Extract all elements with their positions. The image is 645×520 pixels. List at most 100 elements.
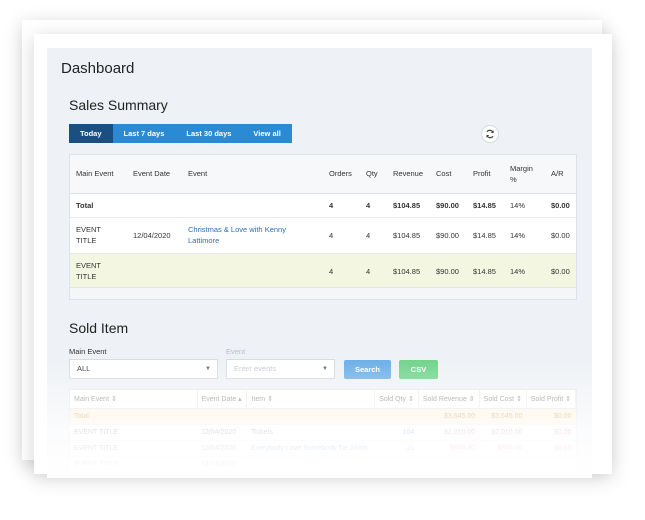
qty-cell — [374, 456, 419, 473]
qty-cell: 4 — [360, 217, 387, 254]
table-row: EVENT TITLE 12/04/2020 Christmas & Love … — [70, 217, 576, 254]
event-link[interactable]: Christmas & Love with Kenny Lattimore — [188, 225, 286, 245]
orders-cell: 4 — [323, 253, 360, 290]
col-cost[interactable]: Cost — [430, 155, 467, 194]
page-title: Dashboard — [61, 60, 135, 77]
event-date-cell: 12/04/2020 — [197, 424, 247, 441]
col-main-event[interactable]: Main Event ⇕ — [70, 390, 198, 409]
total-ar: $0.00 — [545, 193, 576, 218]
sort-icon: ⇕ — [515, 395, 522, 403]
qty-cell: 21 — [374, 440, 419, 457]
profit-cell: $0.00 — [526, 424, 576, 441]
main-event-cell: EVENT TITLE — [70, 424, 198, 441]
csv-button[interactable]: CSV — [399, 360, 438, 379]
sort-icon: ⇕ — [407, 395, 414, 403]
event-select[interactable]: Enter events ▼ — [226, 359, 335, 379]
item-cell — [246, 456, 375, 473]
main-event-cell: EVENT TITLE — [70, 217, 127, 254]
ar-cell: $0.00 — [545, 217, 576, 254]
sales-summary-table: Main Event Event Date Event Orders Qty R… — [69, 154, 577, 300]
col-sold-revenue[interactable]: Sold Revenue ⇕ — [418, 390, 480, 409]
cost-cell: $90.00 — [430, 253, 467, 290]
tab-last-7-days[interactable]: Last 7 days — [112, 124, 176, 143]
total-profit: $0.00 — [526, 408, 576, 425]
event-label: Event — [226, 347, 246, 356]
total-row: Total $3,645.00 $3,645.00 $0.00 — [70, 408, 576, 425]
tab-view-all[interactable]: View all — [242, 124, 292, 143]
total-label: Total — [70, 193, 127, 218]
col-ar[interactable]: A/R — [545, 155, 576, 194]
cost-cell: $90.00 — [430, 217, 467, 254]
total-cost: $90.00 — [430, 193, 467, 218]
profit-cell: $14.85 — [467, 253, 504, 290]
sort-icon: ⇕ — [565, 395, 571, 403]
item-cell: Tickets — [246, 424, 375, 441]
profit-cell — [526, 456, 576, 473]
event-date-cell: 12/04/2020 — [197, 440, 247, 457]
total-margin: 14% — [504, 193, 545, 218]
orders-cell: 4 — [323, 217, 360, 254]
qty-cell: 4 — [360, 253, 387, 290]
revenue-cell: $104.85 — [387, 217, 430, 254]
total-profit: $14.85 — [467, 193, 504, 218]
sort-icon: ⇕ — [468, 395, 475, 403]
caret-down-icon: ▼ — [205, 366, 211, 372]
tab-today[interactable]: Today — [69, 124, 113, 143]
ar-cell: $0.00 — [545, 253, 576, 290]
horizontal-scrollbar[interactable] — [70, 287, 576, 299]
col-event-date[interactable]: Event Date ▴ — [197, 390, 248, 409]
sort-up-icon: ▴ — [238, 395, 242, 403]
main-event-cell: EVENT TITLE — [70, 440, 198, 457]
col-profit[interactable]: Profit — [467, 155, 504, 194]
col-item[interactable]: Item ⇕ — [246, 390, 376, 409]
sold-item-title: Sold Item — [69, 320, 129, 336]
main-event-select[interactable]: ALL ▼ — [69, 359, 218, 379]
col-orders[interactable]: Orders — [323, 155, 360, 194]
total-row: Total 4 4 $104.85 $90.00 $14.85 14% $0.0… — [70, 193, 576, 218]
col-revenue[interactable]: Revenue — [387, 155, 430, 194]
col-margin[interactable]: Margin % — [504, 155, 545, 194]
caret-down-icon: ▼ — [322, 366, 328, 372]
col-sold-profit[interactable]: Sold Profit ⇕ — [526, 390, 576, 409]
total-cost: $3,645.00 — [479, 408, 527, 425]
total-revenue: $104.85 — [387, 193, 430, 218]
revenue-cell: $2,010.00 — [418, 424, 480, 441]
col-sold-cost[interactable]: Sold Cost ⇕ — [479, 390, 527, 409]
revenue-cell: $600.00 — [418, 440, 480, 457]
main-event-cell: EVENT TITLE — [70, 253, 127, 290]
table-row: EVENT TITLE 12/04/2020 Tickets 104 $2,01… — [70, 424, 576, 441]
col-qty[interactable]: Qty — [360, 155, 387, 194]
col-event[interactable]: Event — [182, 155, 323, 194]
event-date-cell: 12/04/2020 — [197, 456, 247, 473]
total-qty: 4 — [360, 193, 387, 218]
refresh-icon — [486, 129, 494, 139]
item-cell[interactable]: Everybody Love Somebody Tie Shirts — [246, 440, 375, 457]
col-event-date[interactable]: Event Date — [127, 155, 182, 194]
profit-cell: $14.85 — [467, 217, 504, 254]
main-event-cell: EVENT TITLE — [70, 456, 198, 473]
profit-cell: $0.00 — [526, 440, 576, 457]
dashboard-window: Dashboard Sales Summary Today Last 7 day… — [47, 48, 592, 478]
total-label: Total — [70, 408, 198, 425]
tab-last-30-days[interactable]: Last 30 days — [175, 124, 243, 143]
revenue-cell — [418, 456, 480, 473]
cost-cell — [479, 456, 527, 473]
date-range-tabs: Today Last 7 days Last 30 days View all — [69, 124, 292, 143]
cost-cell: $2,010.00 — [479, 424, 527, 441]
margin-cell: 14% — [504, 253, 545, 290]
sales-summary-title: Sales Summary — [69, 97, 168, 113]
col-main-event[interactable]: Main Event — [70, 155, 127, 194]
total-orders: 4 — [323, 193, 360, 218]
qty-cell[interactable]: 104 — [374, 424, 419, 441]
event-cell — [182, 253, 323, 290]
event-date-cell: 12/04/2020 — [127, 217, 182, 254]
main-event-value: ALL — [77, 364, 91, 373]
refresh-button[interactable] — [481, 125, 499, 143]
sold-item-table: Main Event ⇕ Event Date ▴ Item ⇕ Sold Qt… — [69, 389, 577, 478]
cost-cell: $600.00 — [479, 440, 527, 457]
total-revenue: $3,645.00 — [418, 408, 480, 425]
col-sold-qty[interactable]: Sold Qty ⇕ — [374, 390, 419, 409]
sort-icon: ⇕ — [267, 395, 273, 403]
search-button[interactable]: Search — [344, 360, 391, 379]
table-row: EVENT TITLE 12/04/2020 Everybody Love So… — [70, 440, 576, 457]
